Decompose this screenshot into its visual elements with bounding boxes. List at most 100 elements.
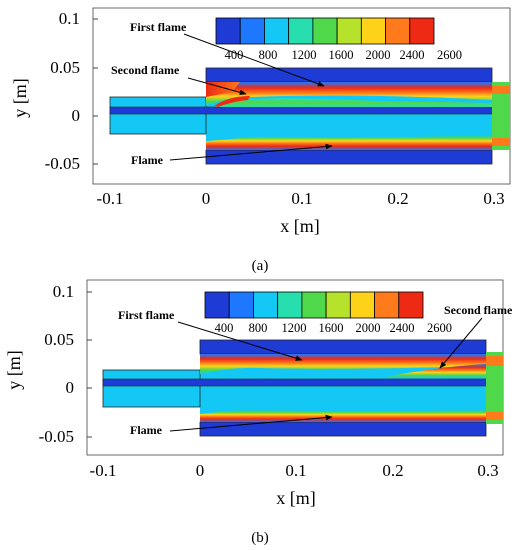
flame-label: Flame bbox=[130, 423, 163, 437]
colorbar-cell bbox=[325, 291, 351, 319]
colorbar-cell bbox=[215, 17, 241, 45]
colorbar-cell bbox=[398, 291, 424, 319]
second-flame-label: Second flame bbox=[111, 63, 180, 77]
y-tick-label: 0.1 bbox=[53, 282, 74, 301]
caption-a: (a) bbox=[252, 258, 269, 274]
y-tick-label: -0.05 bbox=[45, 154, 80, 173]
first-flame-label: First flame bbox=[130, 20, 187, 34]
inlet-duct bbox=[102, 369, 201, 408]
y-tick-label: 0 bbox=[66, 378, 75, 397]
colorbar-cell bbox=[239, 17, 265, 45]
x-tick-label: 0.1 bbox=[291, 189, 312, 208]
colorbar-tick: 2400 bbox=[400, 48, 425, 62]
combustor-geometry-a bbox=[109, 67, 510, 165]
colorbar-cell bbox=[349, 291, 375, 319]
lower-flame-region bbox=[200, 409, 486, 422]
colorbar-tick: 800 bbox=[259, 48, 278, 62]
flame-label: Flame bbox=[131, 153, 164, 167]
colorbar-cell bbox=[204, 291, 230, 319]
panel-a: 0.1 0.05 0 -0.05 -0.1 0 0.1 0.2 0.3 x [m… bbox=[10, 7, 511, 274]
colorbar-tick: 1600 bbox=[329, 48, 354, 62]
x-tick-label: 0.3 bbox=[483, 189, 504, 208]
colorbar-tick: 400 bbox=[215, 321, 234, 335]
colorbar-cell bbox=[385, 17, 411, 45]
outlet-hot-band bbox=[492, 138, 510, 146]
colorbar-tick: 1600 bbox=[319, 321, 344, 335]
inlet-duct bbox=[109, 96, 207, 135]
colorbar-cell bbox=[374, 291, 400, 319]
combustor-geometry-b bbox=[102, 339, 503, 437]
x-tick-label: 0.1 bbox=[285, 461, 306, 480]
outlet-hot-band bbox=[492, 86, 510, 94]
center-wall bbox=[109, 106, 495, 115]
colorbar-cell bbox=[253, 291, 279, 319]
outlet bbox=[492, 82, 510, 150]
y-tick-labels: 0.1 0.05 0 -0.05 bbox=[39, 282, 92, 446]
colorbar-tick: 2600 bbox=[437, 48, 462, 62]
flame-arrow bbox=[169, 143, 333, 161]
colorbar-cell bbox=[336, 17, 362, 45]
x-axis-label: x [m] bbox=[276, 488, 316, 508]
flame-arrow bbox=[169, 414, 333, 432]
colorbar-tick: 2600 bbox=[427, 321, 452, 335]
panel-b: 0.1 0.05 0 -0.05 -0.1 0 0.1 0.2 0.3 x [m… bbox=[4, 279, 513, 546]
outlet-hot-band bbox=[486, 356, 503, 366]
second-flame-region bbox=[214, 98, 492, 107]
colorbar-cell bbox=[277, 291, 303, 319]
colorbar-tick: 1200 bbox=[292, 48, 317, 62]
colorbar-tick: 800 bbox=[249, 321, 268, 335]
colorbar-tick: 2000 bbox=[366, 48, 391, 62]
first-flame-arrow bbox=[177, 321, 303, 361]
annotations-a: First flame Second flame Flame bbox=[111, 20, 333, 167]
colorbar-b: 400 800 1200 1600 2000 2400 2600 bbox=[204, 291, 452, 335]
second-flame-arrow bbox=[439, 317, 483, 369]
first-flame-arrow bbox=[183, 33, 325, 87]
y-tick-label: 0.05 bbox=[44, 330, 74, 349]
second-flame-region bbox=[380, 364, 486, 378]
colorbar-cell bbox=[409, 17, 435, 45]
upper-wall bbox=[205, 67, 493, 83]
colorbar-cell bbox=[312, 17, 338, 45]
caption-b: (b) bbox=[251, 530, 269, 546]
x-tick-label: 0.2 bbox=[382, 461, 403, 480]
y-axis-label: y [m] bbox=[4, 350, 24, 390]
x-tick-label: -0.1 bbox=[90, 461, 117, 480]
colorbar-cell bbox=[228, 291, 254, 319]
x-tick-label: 0 bbox=[196, 461, 205, 480]
lower-wall bbox=[199, 421, 487, 437]
first-flame-label: First flame bbox=[118, 308, 175, 322]
colorbar-cell bbox=[288, 17, 314, 45]
colorbar-cell bbox=[360, 17, 386, 45]
second-flame-core bbox=[214, 96, 250, 107]
y-tick-labels: 0.1 0.05 0 -0.05 bbox=[45, 9, 98, 173]
colorbar-a: 400 800 1200 1600 2000 2400 2600 bbox=[215, 17, 462, 62]
colorbar-cell bbox=[264, 17, 290, 45]
second-flame-label: Second flame bbox=[444, 303, 513, 317]
lower-wall bbox=[205, 149, 493, 165]
x-tick-label: 0.2 bbox=[387, 189, 408, 208]
y-tick-label: -0.05 bbox=[39, 427, 74, 446]
x-tick-labels: -0.1 0 0.1 0.2 0.3 bbox=[97, 189, 505, 208]
colorbar-tick: 2400 bbox=[390, 321, 415, 335]
x-tick-label: -0.1 bbox=[97, 189, 124, 208]
outlet-hot-band bbox=[486, 412, 503, 420]
x-axis-label: x [m] bbox=[280, 216, 320, 236]
x-tick-label: 0 bbox=[202, 189, 211, 208]
y-tick-label: 0 bbox=[72, 106, 81, 125]
colorbar-tick: 400 bbox=[225, 48, 244, 62]
colorbar-tick: 1200 bbox=[282, 321, 307, 335]
lower-flame-region bbox=[206, 135, 492, 150]
first-flame-region bbox=[200, 354, 486, 374]
second-flame-arrow bbox=[187, 77, 247, 96]
first-flame-region bbox=[206, 82, 492, 106]
colorbar-tick: 2000 bbox=[356, 321, 381, 335]
annotations-b: First flame Second flame Flame bbox=[118, 303, 513, 437]
colorbar-cell bbox=[301, 291, 327, 319]
y-tick-label: 0.1 bbox=[59, 9, 80, 28]
y-tick-label: 0.05 bbox=[50, 58, 80, 77]
y-axis-label: y [m] bbox=[10, 78, 30, 118]
x-tick-label: 0.3 bbox=[477, 461, 498, 480]
x-tick-labels: -0.1 0 0.1 0.2 0.3 bbox=[90, 461, 499, 480]
outlet bbox=[486, 352, 503, 424]
